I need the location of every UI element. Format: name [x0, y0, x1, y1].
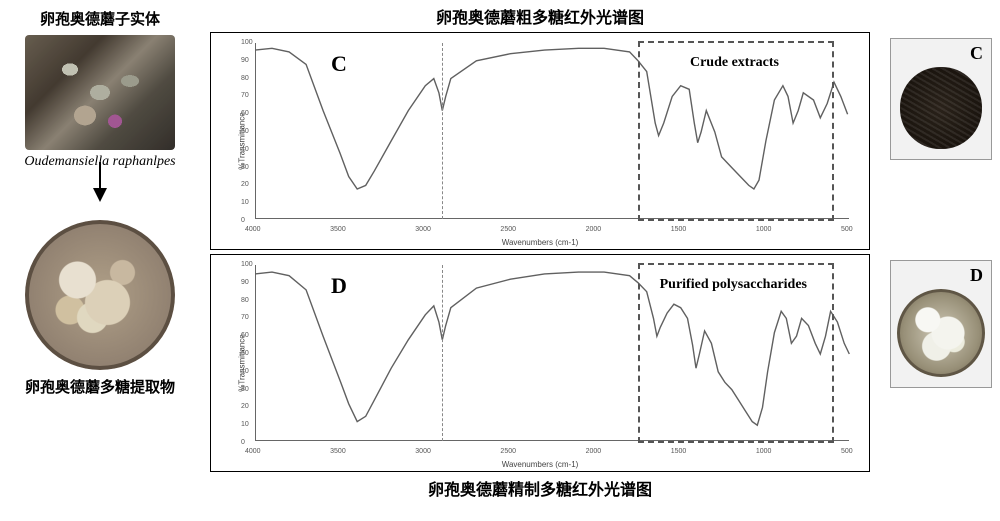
- arrow-down-icon: [93, 188, 107, 202]
- fruiting-body-photo: [25, 35, 175, 150]
- sample-c-box: C: [890, 38, 992, 160]
- figure-root: 卵孢奥德蘑子实体 Oudemansiella raphanlpes 卵孢奥德蘑多…: [0, 0, 1000, 521]
- sample-d-box: D: [890, 260, 992, 388]
- chart-c-letter: C: [331, 51, 347, 77]
- chart-d-xlabel: Wavenumbers (cm-1): [502, 460, 579, 469]
- left-column: 卵孢奥德蘑子实体 Oudemansiella raphanlpes 卵孢奥德蘑多…: [10, 8, 190, 397]
- center-column: 卵孢奥德蘑粗多糖红外光谱图 %Transmittance Wavenumbers…: [200, 0, 880, 521]
- chart-c-xlabel: Wavenumbers (cm-1): [502, 238, 579, 247]
- extract-photo: [25, 220, 175, 370]
- extract-caption: 卵孢奥德蘑多糖提取物: [10, 376, 190, 397]
- crude-spectrum-title: 卵孢奥德蘑粗多糖红外光谱图: [200, 4, 880, 28]
- sample-d-letter: D: [970, 265, 983, 286]
- ir-spectrum-chart-d: %Transmittance Wavenumbers (cm-1) D Puri…: [210, 254, 870, 472]
- sample-c-photo: [900, 67, 982, 149]
- purified-spectrum-title: 卵孢奥德蘑精制多糖红外光谱图: [200, 476, 880, 500]
- right-column: C D: [890, 38, 992, 488]
- sample-d-photo: [897, 289, 985, 377]
- sample-c-letter: C: [970, 43, 983, 64]
- chart-d-letter: D: [331, 273, 347, 299]
- ir-spectrum-chart-c: %Transmittance Wavenumbers (cm-1) C Crud…: [210, 32, 870, 250]
- fruiting-body-caption: 卵孢奥德蘑子实体: [10, 8, 190, 29]
- chart-c-ylabel: %Transmittance: [237, 112, 246, 170]
- chart-d-ylabel: %Transmittance: [237, 334, 246, 392]
